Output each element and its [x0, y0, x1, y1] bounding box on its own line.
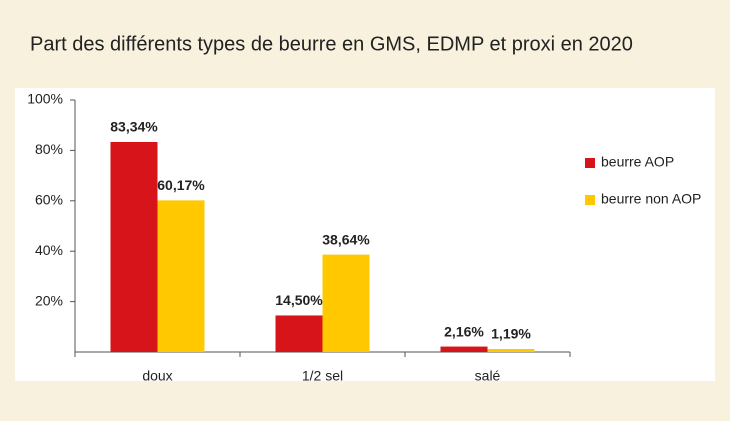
bar — [157, 200, 205, 352]
y-tick-label: 20% — [35, 292, 63, 308]
legend-label: beurre non AOP — [601, 191, 701, 207]
y-tick-label: 100% — [27, 91, 63, 107]
value-label: 60,17% — [157, 177, 205, 193]
bar — [275, 315, 323, 352]
bar — [440, 346, 488, 352]
value-label: 14,50% — [275, 292, 323, 308]
y-tick-label: 80% — [35, 141, 63, 157]
legend-swatch — [585, 158, 595, 168]
bar — [487, 349, 535, 352]
legend-swatch — [585, 195, 595, 205]
y-tick-label: 60% — [35, 192, 63, 208]
x-tick-label: 1/2 sel — [302, 368, 343, 384]
y-tick-label: 40% — [35, 242, 63, 258]
bar — [322, 254, 370, 352]
bar — [110, 141, 158, 352]
value-label: 1,19% — [491, 326, 531, 342]
x-tick-label: salé — [475, 368, 501, 384]
chart-title: Part des différents types de beurre en G… — [30, 33, 633, 55]
value-label: 38,64% — [322, 231, 370, 247]
x-tick-label: doux — [142, 368, 172, 384]
value-label: 2,16% — [444, 323, 484, 339]
legend-label: beurre AOP — [601, 154, 674, 170]
value-label: 83,34% — [110, 119, 158, 135]
